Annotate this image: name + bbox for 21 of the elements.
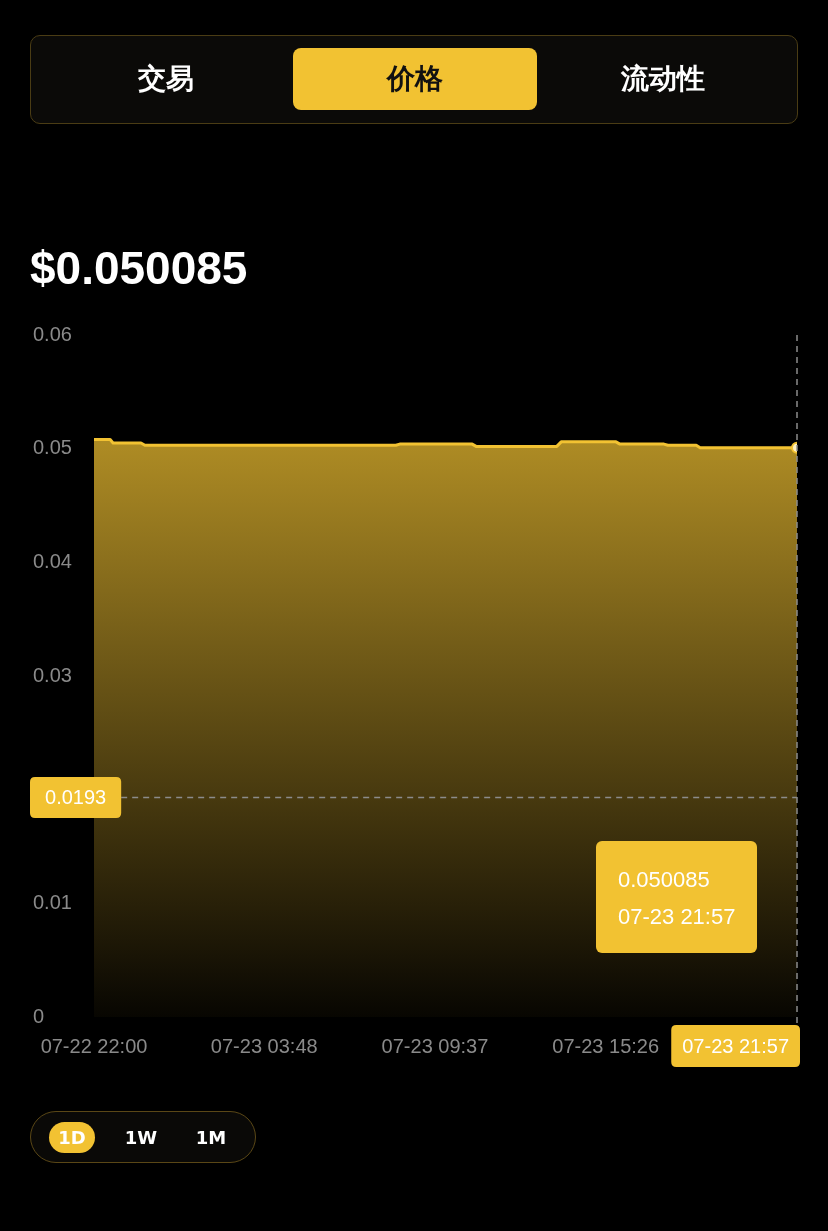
- ref-line-label: 07-23 21:57: [682, 1034, 789, 1057]
- x-tick-label: 07-23 09:37: [381, 1034, 489, 1057]
- x-tick-label: 07-23 15:26: [552, 1034, 660, 1057]
- y-tick-label: 0: [33, 1004, 45, 1027]
- range-label: 1M: [195, 1127, 227, 1148]
- y-tick-label: 0.01: [33, 890, 72, 913]
- tab-label: 交易: [138, 61, 194, 97]
- x-tick-label: 07-22 22:00: [40, 1034, 148, 1057]
- ref-line-label: 0.0193: [45, 786, 107, 809]
- y-tick-label: 0.04: [33, 549, 72, 572]
- chart-title: $0.050085: [30, 241, 248, 296]
- y-tick-label: 0.05: [33, 436, 72, 459]
- y-tick-label: 0.03: [33, 663, 72, 686]
- x-tick-label: 07-23 03:48: [210, 1034, 318, 1057]
- tab-label: 流动性: [621, 61, 705, 97]
- tooltip-text: 0.050085: [618, 866, 711, 894]
- range-label: 1W: [124, 1127, 158, 1148]
- tooltip-text: 07-23 21:57: [618, 903, 736, 931]
- tab-label: 价格: [387, 61, 443, 97]
- range-label: 1D: [58, 1127, 86, 1148]
- y-tick-label: 0.06: [33, 322, 72, 345]
